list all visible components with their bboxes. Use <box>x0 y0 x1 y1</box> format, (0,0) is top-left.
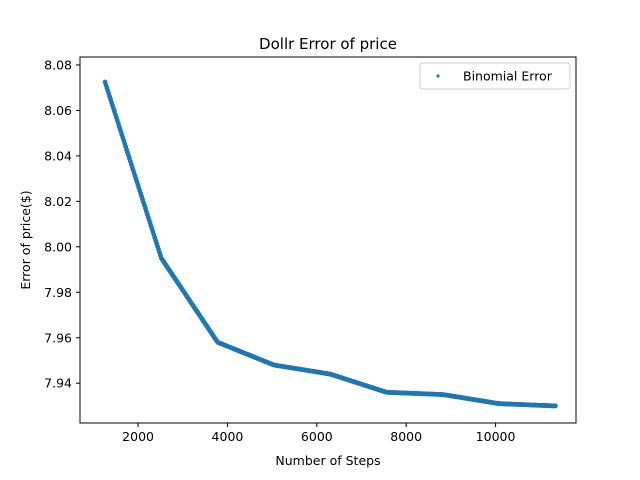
y-tick-label: 7.94 <box>44 376 72 391</box>
data-points <box>102 79 558 409</box>
y-tick-label: 7.96 <box>44 330 72 345</box>
x-tick-label: 8000 <box>390 429 422 444</box>
legend-marker <box>436 74 440 78</box>
x-tick-label: 4000 <box>212 429 244 444</box>
y-tick-label: 8.04 <box>44 148 72 163</box>
legend: Binomial Error <box>419 62 571 90</box>
y-tick-label: 8.00 <box>44 239 72 254</box>
legend-box <box>419 62 571 90</box>
y-axis-ticks: 7.94 7.96 7.98 8.00 8.02 8.04 8.06 8.08 <box>44 57 80 391</box>
x-axis-ticks: 2000 4000 6000 8000 10000 <box>122 423 515 444</box>
chart-title: Dollr Error of price <box>259 35 397 53</box>
x-tick-label: 2000 <box>122 429 154 444</box>
x-axis-label: Number of Steps <box>275 453 380 468</box>
y-tick-label: 8.02 <box>44 194 72 209</box>
legend-label: Binomial Error <box>463 69 553 84</box>
plot-area <box>80 57 576 423</box>
x-tick-label: 10000 <box>476 429 516 444</box>
y-tick-label: 8.06 <box>44 103 72 118</box>
plot-frame <box>79 56 577 424</box>
y-tick-label: 8.08 <box>44 57 72 72</box>
y-axis-label: Error of price($) <box>18 190 33 289</box>
x-tick-label: 6000 <box>301 429 333 444</box>
y-tick-label: 7.98 <box>44 285 72 300</box>
data-point <box>553 403 558 409</box>
